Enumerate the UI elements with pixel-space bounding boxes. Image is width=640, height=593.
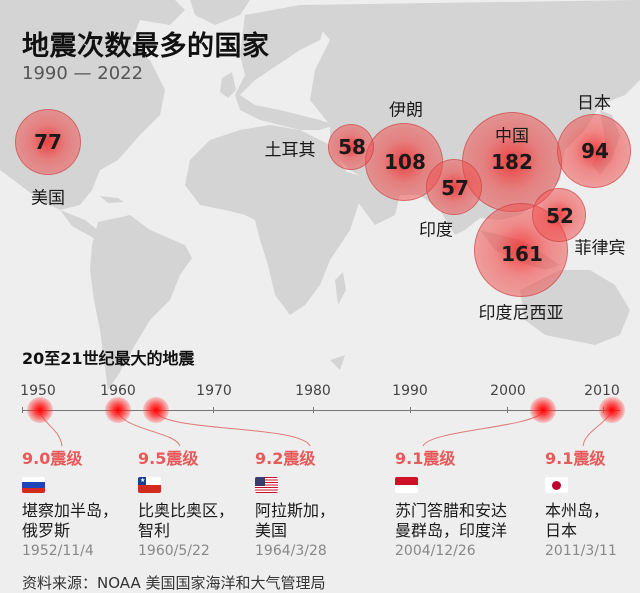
bubble-philippines (532, 188, 586, 242)
source-note: 资料来源：NOAA 美国国家海洋和大气管理局 (22, 574, 326, 592)
tick-label-2000: 2000 (490, 383, 526, 399)
bubble-india (426, 159, 482, 215)
country-label-iran: 伊朗 (389, 100, 423, 121)
country-label-china: 中国 (495, 126, 529, 147)
tick-1950 (22, 407, 23, 413)
bubble-japan (557, 114, 631, 188)
location-label: 堪察加半岛， 俄罗斯 (22, 501, 119, 540)
bubble-turkey (328, 124, 374, 170)
country-label-japan: 日本 (577, 93, 611, 114)
bubble-value-indonesia: 161 (501, 242, 543, 266)
tick-1990 (410, 407, 411, 413)
timeline-title: 20至21世纪最大的地震 (22, 349, 195, 368)
location-label: 苏门答腊和安达 曼群岛，印度洋 (395, 501, 508, 540)
location-label: 本州岛， 日本 (545, 501, 610, 540)
date-label: 2011/3/11 (545, 543, 617, 559)
bubble-value-turkey: 58 (338, 135, 366, 159)
date-label: 1952/11/4 (22, 543, 94, 559)
quake-kamchatka: 9.0震级 堪察加半岛， 俄罗斯 1952/11/4 (22, 445, 162, 559)
event-dot-2011[interactable] (599, 397, 625, 423)
tick-label-1980: 1980 (295, 383, 331, 399)
timeline-axis (22, 410, 620, 411)
bubble-value-iran: 108 (384, 150, 426, 174)
country-label-india: 印度 (419, 220, 453, 241)
date-label: 1964/3/28 (255, 543, 327, 559)
location-label: 比奥比奥区， 智利 (138, 501, 235, 540)
country-label-indonesia: 印度尼西亚 (478, 303, 564, 324)
bubble-value-japan: 94 (581, 139, 609, 163)
date-range-subtitle: 1990 — 2022 (22, 63, 144, 84)
russia-flag-icon (22, 477, 45, 493)
tick-1970 (213, 407, 214, 413)
event-dot-1964[interactable] (143, 397, 169, 423)
event-dot-1960[interactable] (105, 397, 131, 423)
usa-flag-icon (255, 477, 278, 493)
tick-label-2010: 2010 (584, 383, 620, 399)
magnitude-label: 9.1震级 (395, 449, 456, 468)
bubble-value-usa: 77 (34, 130, 62, 154)
date-label: 2004/12/26 (395, 543, 476, 559)
date-label: 1960/5/22 (138, 543, 210, 559)
quake-honshu: 9.1震级 本州岛， 日本 2011/3/11 (545, 445, 640, 559)
country-label-usa: 美国 (31, 188, 65, 209)
tick-label-1990: 1990 (392, 383, 428, 399)
magnitude-label: 9.1震级 (545, 449, 606, 468)
magnitude-label: 9.2震级 (255, 449, 316, 468)
indonesia-flag-icon (395, 477, 418, 493)
chile-flag-icon: ★ (138, 477, 161, 493)
bubble-value-india: 57 (441, 176, 469, 200)
magnitude-label: 9.5震级 (138, 449, 199, 468)
location-label: 阿拉斯加， 美国 (255, 501, 336, 540)
event-dot-1952[interactable] (27, 397, 53, 423)
tick-label-1950: 1950 (20, 383, 56, 399)
page-title: 地震次数最多的国家 (22, 31, 270, 62)
bubble-value-china: 182 (491, 150, 533, 174)
event-dot-2004[interactable] (530, 397, 556, 423)
tick-1980 (313, 407, 314, 413)
quake-biobio: 9.5震级 ★ 比奥比奥区， 智利 1960/5/22 (138, 445, 278, 559)
country-label-philippines: 菲律宾 (574, 238, 626, 259)
japan-flag-icon (545, 477, 568, 493)
bubble-usa (15, 109, 81, 175)
tick-2000 (507, 407, 508, 413)
quake-alaska: 9.2震级 阿拉斯加， 美国 1964/3/28 (255, 445, 395, 559)
bubble-value-philippines: 52 (546, 204, 574, 228)
tick-label-1960: 1960 (100, 383, 136, 399)
tick-label-1970: 1970 (196, 383, 232, 399)
magnitude-label: 9.0震级 (22, 449, 83, 468)
country-label-turkey: 土耳其 (264, 140, 316, 161)
quake-sumatra: 9.1震级 苏门答腊和安达 曼群岛，印度洋 2004/12/26 (395, 445, 535, 559)
